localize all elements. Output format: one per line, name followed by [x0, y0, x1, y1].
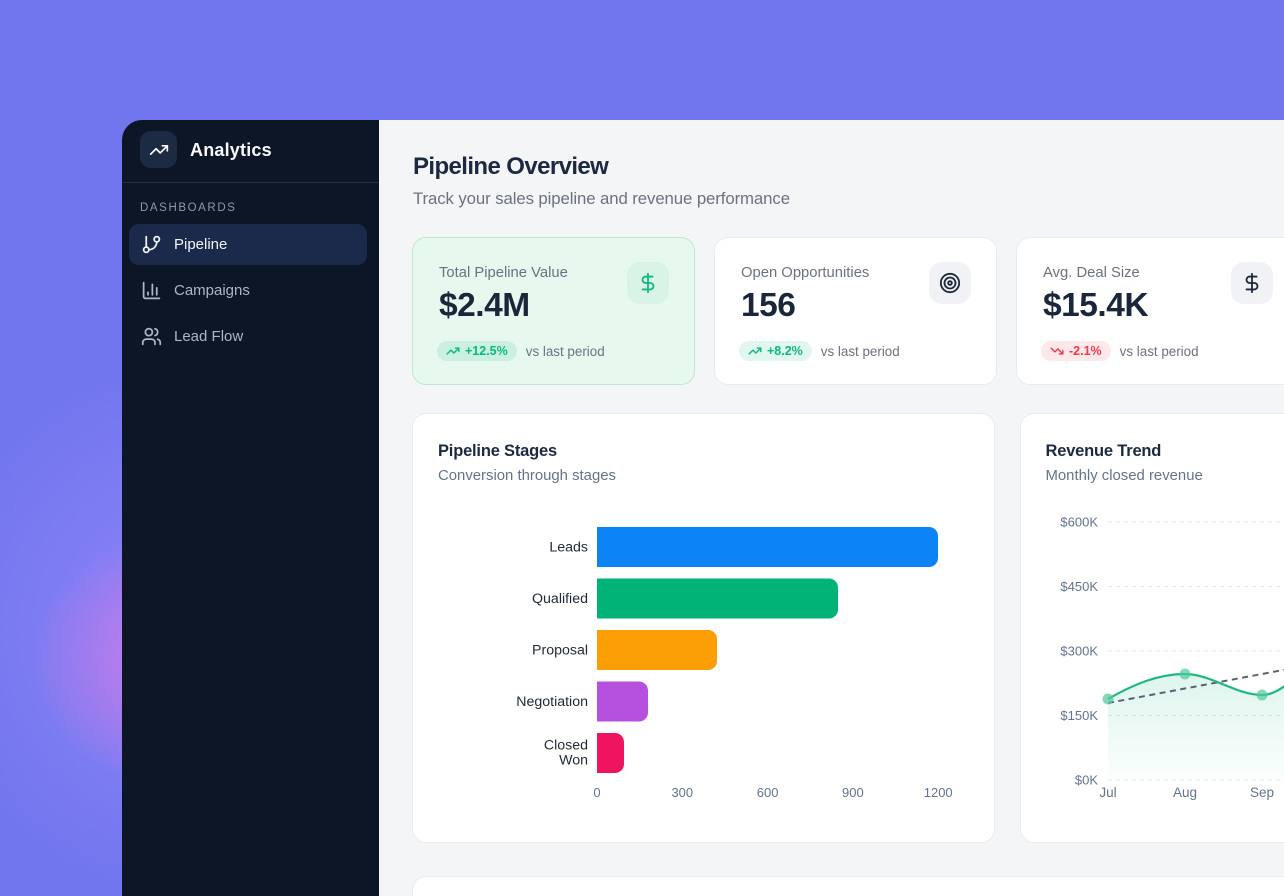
svg-text:900: 900 — [842, 785, 864, 800]
svg-text:Negotiation: Negotiation — [516, 694, 588, 710]
svg-text:$600K: $600K — [1060, 515, 1098, 530]
svg-text:$450K: $450K — [1060, 579, 1098, 594]
svg-text:Won: Won — [559, 753, 588, 769]
svg-text:Leads: Leads — [549, 540, 588, 556]
svg-text:$0K: $0K — [1074, 773, 1097, 788]
svg-text:$150K: $150K — [1060, 708, 1098, 723]
svg-text:600: 600 — [757, 785, 779, 800]
svg-text:1200: 1200 — [924, 785, 953, 800]
svg-text:Jul: Jul — [1099, 785, 1116, 800]
svg-text:Proposal: Proposal — [532, 643, 588, 659]
svg-text:Sep: Sep — [1249, 785, 1273, 800]
svg-text:$300K: $300K — [1060, 644, 1098, 659]
svg-text:Aug: Aug — [1172, 785, 1196, 800]
svg-text:Closed: Closed — [544, 738, 588, 754]
svg-text:0: 0 — [593, 785, 600, 800]
svg-text:Qualified: Qualified — [532, 591, 588, 607]
svg-text:300: 300 — [671, 785, 693, 800]
